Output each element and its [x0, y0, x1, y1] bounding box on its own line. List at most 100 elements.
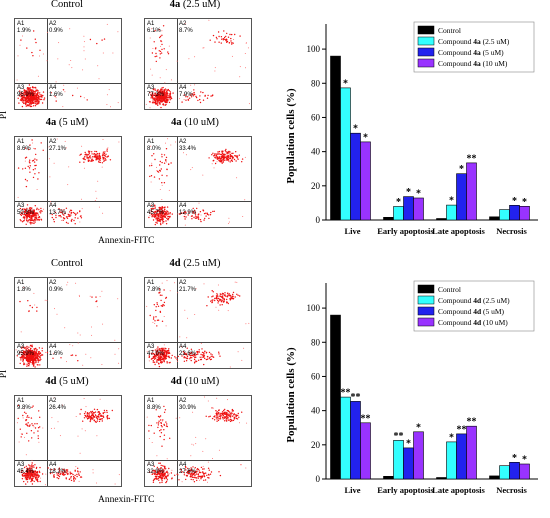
event-dot [32, 361, 34, 364]
quadrant-name-a4: A4 [49, 203, 57, 209]
event-dot [160, 464, 162, 467]
event-dot [64, 473, 66, 476]
event-dot [30, 417, 33, 419]
event-dot [26, 432, 28, 434]
event-dot [85, 416, 87, 417]
event-dot [152, 479, 155, 482]
event-dot [77, 342, 79, 344]
event-dot [33, 475, 35, 477]
event-dot [165, 476, 167, 479]
event-dot [220, 156, 223, 158]
event-dot [39, 352, 42, 354]
event-dot [68, 213, 70, 216]
quadrant-percent-a1: 9.8% [17, 405, 31, 411]
event-dot [224, 153, 226, 156]
event-dot [31, 459, 33, 461]
event-dot [165, 212, 167, 215]
flow-plot-title-dose: (2.5 uM) [180, 0, 221, 10]
event-dot [20, 347, 23, 349]
event-dot [179, 98, 181, 100]
event-dot [163, 182, 166, 184]
event-dot [83, 35, 85, 37]
event-dot [185, 99, 187, 101]
event-dot [190, 348, 193, 350]
event-dot [38, 98, 40, 100]
quadrant-gate-horizontal [15, 83, 121, 84]
event-dot [239, 422, 240, 424]
event-dot [32, 89, 34, 91]
event-dot [84, 58, 86, 60]
event-dot [37, 216, 39, 219]
event-dot [193, 476, 195, 479]
event-dot [193, 91, 195, 94]
event-dot [20, 331, 22, 333]
event-dot [167, 216, 169, 218]
event-dot [72, 211, 74, 214]
event-dot [160, 90, 162, 92]
significance-mark: ** [467, 153, 477, 164]
event-dot [213, 167, 215, 169]
significance-mark: * [459, 164, 464, 175]
event-dot [154, 101, 157, 103]
legend-label-dose: (10 uM) [481, 59, 508, 68]
event-dot [99, 415, 102, 417]
event-dot [30, 477, 32, 480]
event-dot [67, 222, 69, 224]
event-dot [168, 189, 170, 191]
event-dot [162, 222, 164, 224]
event-dot [218, 412, 220, 414]
event-dot [82, 420, 84, 422]
event-dot [38, 100, 40, 102]
event-dot [149, 107, 151, 109]
event-dot [204, 350, 206, 352]
event-dot [34, 219, 36, 221]
event-dot [114, 483, 116, 485]
event-dot [79, 471, 81, 473]
event-dot [159, 415, 162, 417]
event-dot [159, 474, 161, 476]
event-dot [232, 293, 234, 296]
event-dot [181, 101, 183, 103]
event-dot [35, 214, 37, 216]
event-dot [196, 471, 198, 473]
event-dot [98, 152, 101, 155]
bar [499, 465, 510, 480]
event-dot [91, 160, 93, 162]
event-dot [163, 358, 165, 360]
legend-label: Compound 4a (5 uM) [438, 48, 504, 57]
event-dot [156, 218, 159, 220]
quadrant-gate-horizontal [145, 460, 251, 461]
event-dot [197, 218, 200, 220]
event-dot [33, 220, 35, 222]
event-dot [187, 467, 189, 470]
event-dot [194, 355, 196, 357]
event-dot [32, 222, 34, 224]
event-dot [26, 472, 28, 474]
event-dot [85, 153, 87, 155]
event-dot [151, 102, 154, 104]
event-dot [34, 362, 36, 364]
event-dot [79, 452, 81, 454]
legend-label-compound: 4d [473, 296, 482, 305]
event-dot [158, 29, 160, 31]
event-dot [77, 217, 79, 219]
event-dot [74, 214, 77, 216]
event-dot [198, 470, 200, 472]
event-dot [170, 162, 172, 164]
event-dot [151, 210, 153, 213]
scatter-dots [15, 281, 120, 368]
event-dot [237, 351, 239, 353]
event-dot [88, 412, 91, 414]
event-dot [193, 89, 195, 91]
event-dot [167, 95, 169, 97]
quadrant-percent-a4: 13.7% [49, 210, 67, 216]
event-dot [160, 478, 162, 480]
event-dot [217, 295, 219, 298]
event-dot [171, 354, 173, 357]
event-dot [222, 38, 224, 40]
event-dot [36, 359, 38, 361]
event-dot [226, 155, 228, 157]
y-tick-label: 20 [311, 181, 321, 191]
event-dot [43, 208, 44, 210]
event-dot [97, 156, 99, 158]
